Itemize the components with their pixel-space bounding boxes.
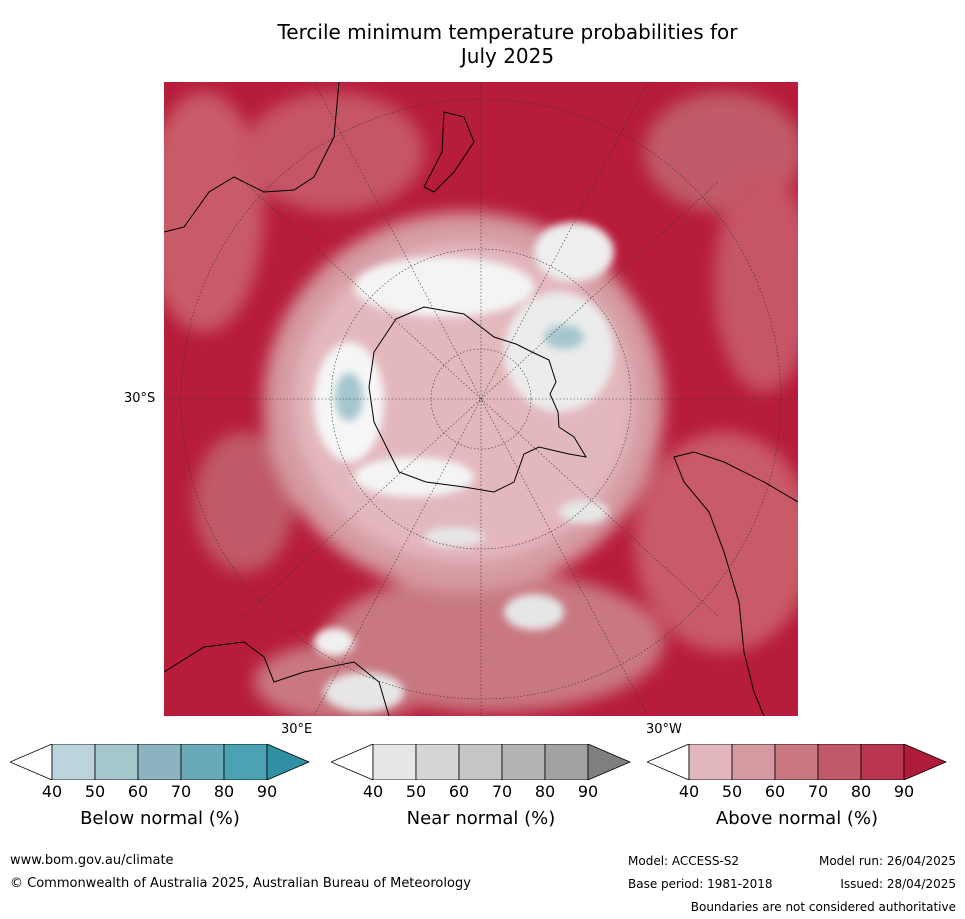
near-normal-colorbar-svg — [331, 744, 631, 780]
near-tick-label: 90 — [577, 782, 599, 801]
above-tick-label: 70 — [807, 782, 829, 801]
probability-shading — [164, 92, 798, 716]
copyright-text: © Commonwealth of Australia 2025, Austra… — [10, 876, 471, 891]
above-tick-label: 50 — [721, 782, 743, 801]
near-colorbar-segment — [415, 744, 460, 780]
africa-coastline — [164, 641, 390, 716]
new-zealand-coastline — [423, 111, 475, 193]
near-tick-label: 70 — [491, 782, 513, 801]
boundaries-disclaimer: Boundaries are not considered authoritat… — [690, 900, 956, 914]
below-normal-shading — [335, 325, 584, 421]
above-colorbar-segment — [688, 744, 733, 780]
near-tick-label: 60 — [448, 782, 470, 801]
below-normal-label: Below normal (%) — [80, 808, 240, 829]
above-colorbar-segment — [860, 744, 905, 780]
antarctica-coastline — [368, 306, 587, 493]
australia-coastline — [164, 82, 340, 233]
below-tick-label: 40 — [41, 782, 63, 801]
below-tick-label: 90 — [256, 782, 278, 801]
near-colorbar-segment — [458, 744, 503, 780]
near-colorbar-high-extension — [587, 744, 631, 780]
above-colorbar-low-extension — [647, 744, 690, 780]
below-colorbar-segment — [137, 744, 182, 780]
above-colorbar-segment — [817, 744, 862, 780]
below-colorbar-high-extension — [266, 744, 310, 780]
above-colorbar-segment — [731, 744, 776, 780]
near-colorbar-segment — [501, 744, 546, 780]
below-normal-colorbar — [10, 744, 310, 780]
above-tick-label: 40 — [678, 782, 700, 801]
above-normal-label: Above normal (%) — [715, 808, 879, 829]
latitude-label: 30°S — [124, 391, 156, 406]
base-period: Base period: 1981-2018 — [628, 877, 773, 891]
near-normal-label: Near normal (%) — [406, 808, 556, 829]
above-normal-ticks: 40 50 60 70 80 90 — [647, 782, 947, 802]
above-colorbar-high-extension — [903, 744, 947, 780]
above-tick-label: 90 — [893, 782, 915, 801]
model-run-date: Model run: 26/04/2025 — [818, 854, 956, 868]
website-link[interactable]: www.bom.gov.au/climate — [10, 853, 174, 868]
title-line-1: Tercile minimum temperature probabilitie… — [277, 20, 738, 44]
map-svg — [164, 82, 798, 716]
issued-date: Issued: 28/04/2025 — [840, 877, 956, 891]
longitude-label-east: 30°E — [281, 722, 313, 737]
graticule — [164, 82, 798, 716]
model-name: Model: ACCESS-S2 — [628, 854, 740, 868]
below-tick-label: 80 — [213, 782, 235, 801]
below-normal-colorbar-svg — [10, 744, 310, 780]
below-tick-label: 70 — [170, 782, 192, 801]
probability-map — [164, 82, 798, 716]
above-colorbar-segment — [774, 744, 819, 780]
below-colorbar-segment — [223, 744, 268, 780]
near-normal-colorbar — [331, 744, 631, 780]
below-tick-label: 60 — [127, 782, 149, 801]
near-normal-ticks: 40 50 60 70 80 90 — [331, 782, 631, 802]
near-tick-label: 80 — [534, 782, 556, 801]
longitude-label-west: 30°W — [646, 722, 682, 737]
above-tick-label: 60 — [764, 782, 786, 801]
near-tick-label: 40 — [362, 782, 384, 801]
near-colorbar-segment — [544, 744, 589, 780]
title-line-2: July 2025 — [460, 44, 555, 68]
south-america-coastline — [673, 451, 798, 716]
above-normal-colorbar-svg — [647, 744, 947, 780]
above-tick-label: 80 — [850, 782, 872, 801]
below-colorbar-segment — [180, 744, 225, 780]
near-tick-label: 50 — [405, 782, 427, 801]
above-normal-colorbar — [647, 744, 947, 780]
below-colorbar-segment — [94, 744, 139, 780]
coastlines — [164, 82, 798, 716]
below-normal-ticks: 40 50 60 70 80 90 — [10, 782, 310, 802]
near-colorbar-low-extension — [331, 744, 374, 780]
below-tick-label: 50 — [84, 782, 106, 801]
chart-title: Tercile minimum temperature probabilitie… — [0, 20, 965, 68]
below-colorbar-segment — [51, 744, 96, 780]
below-colorbar-low-extension — [10, 744, 53, 780]
near-colorbar-segment — [372, 744, 417, 780]
